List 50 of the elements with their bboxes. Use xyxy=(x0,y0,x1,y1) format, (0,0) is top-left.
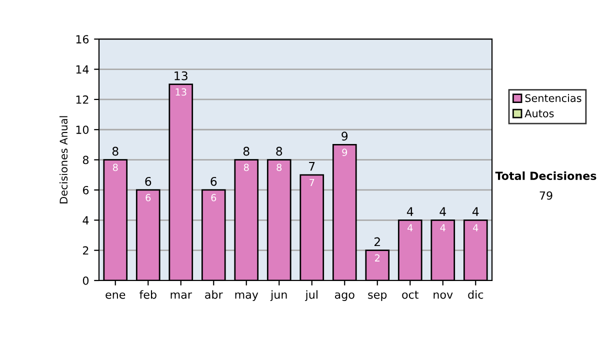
data-label: 6 xyxy=(146,194,151,202)
data-label: 6 xyxy=(211,194,216,202)
total-label: 6 xyxy=(210,176,217,186)
x-tick-label: abr xyxy=(205,290,223,299)
total-label: 2 xyxy=(374,237,380,246)
total-label: 8 xyxy=(276,146,282,156)
total-label: 4 xyxy=(440,207,446,216)
total-label: 8 xyxy=(243,146,250,156)
total-label: 13 xyxy=(174,71,188,80)
y-axis-title: Decisiones Anual xyxy=(60,116,68,204)
data-label: 2 xyxy=(374,254,380,262)
x-tick-label: nov xyxy=(434,292,453,299)
data-label: 7 xyxy=(310,178,314,186)
total-label: 7 xyxy=(309,162,315,171)
x-tick-label: dic xyxy=(468,290,484,299)
text: 79 xyxy=(540,191,552,200)
y-tick-label: 6 xyxy=(82,186,89,194)
data-label: 9 xyxy=(342,148,348,156)
x-tick-label: ene xyxy=(106,292,126,299)
data-label: 8 xyxy=(244,164,249,172)
x-tick-label: may xyxy=(235,292,258,301)
text: Total Decisiones xyxy=(495,171,596,180)
total-label: 8 xyxy=(112,146,118,156)
y-tick-label: 12 xyxy=(76,95,88,104)
x-tick-label: sep xyxy=(368,292,387,301)
y-tick-label: 2 xyxy=(83,246,88,255)
x-tick-label: ago xyxy=(334,292,354,301)
x-tick-label: feb xyxy=(139,290,156,299)
data-label: 8 xyxy=(276,164,282,172)
data-label: 13 xyxy=(176,88,186,96)
y-tick-label: 4 xyxy=(82,216,89,224)
x-tick-label: jul xyxy=(305,290,318,301)
data-label: 4 xyxy=(440,224,446,232)
data-label: 4 xyxy=(408,224,413,232)
data-label: 8 xyxy=(112,164,118,172)
x-tick-label: mar xyxy=(170,292,192,299)
y-tick-label: 0 xyxy=(82,276,89,285)
y-tick-label: 10 xyxy=(76,126,89,134)
legend-label: Autos xyxy=(524,110,554,118)
y-tick-label: 16 xyxy=(76,35,89,44)
x-tick-label: jun xyxy=(270,290,287,301)
x-tick-label: oct xyxy=(402,290,418,299)
data-label: 4 xyxy=(473,224,478,232)
y-tick-label: 14 xyxy=(76,65,89,74)
total-label: 4 xyxy=(472,207,479,216)
total-label: 6 xyxy=(145,176,152,186)
total-label: 9 xyxy=(342,132,348,141)
total-label: 4 xyxy=(406,207,414,216)
y-tick-label: 8 xyxy=(82,156,89,164)
legend-label: Sentencias xyxy=(525,94,582,102)
